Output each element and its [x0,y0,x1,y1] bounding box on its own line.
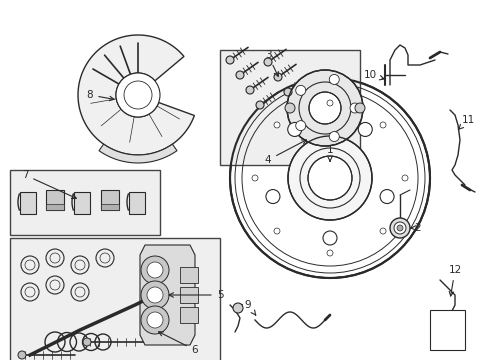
Bar [46,190,64,210]
Text: 4: 4 [264,140,306,165]
Text: 3: 3 [264,50,278,76]
Circle shape [245,86,253,94]
Circle shape [358,122,371,136]
Bar [10,238,220,360]
Circle shape [379,190,393,203]
Circle shape [18,351,26,359]
Circle shape [287,136,371,220]
Text: 1: 1 [326,145,333,161]
Bar [180,307,198,323]
Polygon shape [78,35,194,155]
Polygon shape [99,144,177,163]
Circle shape [147,262,163,278]
Circle shape [396,225,402,231]
Bar [129,192,145,214]
Circle shape [264,58,271,66]
Bar [46,204,64,210]
Text: 10: 10 [363,70,384,80]
Circle shape [295,85,305,95]
Bar [101,204,119,210]
Bar [20,192,36,214]
Circle shape [83,338,91,346]
Bar [101,190,119,210]
Circle shape [256,101,264,109]
Text: 2: 2 [410,223,421,233]
Circle shape [287,122,301,136]
Bar [180,287,198,303]
Circle shape [286,70,362,146]
Circle shape [389,218,409,238]
Circle shape [308,92,340,124]
Circle shape [141,306,169,334]
Circle shape [379,228,385,234]
Circle shape [147,287,163,303]
Text: 9: 9 [244,300,255,315]
Text: 7: 7 [21,170,76,198]
Circle shape [295,121,305,131]
Circle shape [349,103,359,113]
Circle shape [116,73,160,117]
Circle shape [141,281,169,309]
Circle shape [251,175,258,181]
Circle shape [393,222,405,234]
Circle shape [147,312,163,328]
Text: 12: 12 [447,265,461,296]
Circle shape [328,131,339,141]
Circle shape [225,56,234,64]
Circle shape [265,190,279,203]
Bar [74,192,90,214]
Text: 5: 5 [169,290,223,300]
Circle shape [141,256,169,284]
Circle shape [401,175,407,181]
Text: 11: 11 [457,115,474,130]
Polygon shape [140,245,195,345]
Circle shape [285,103,294,113]
Text: 8: 8 [86,90,114,101]
Circle shape [236,71,244,79]
Circle shape [326,250,332,256]
Text: 6: 6 [158,332,198,355]
Bar [10,170,160,235]
Circle shape [229,78,429,278]
Circle shape [232,303,243,313]
Circle shape [307,156,351,200]
Circle shape [284,88,291,96]
Circle shape [328,75,339,85]
Bar [180,267,198,283]
Circle shape [273,122,280,128]
Circle shape [354,103,364,113]
Circle shape [326,100,332,106]
Circle shape [379,122,385,128]
Bar [220,50,359,165]
Circle shape [273,228,280,234]
Circle shape [273,73,282,81]
Circle shape [323,231,336,245]
Bar [429,310,464,350]
